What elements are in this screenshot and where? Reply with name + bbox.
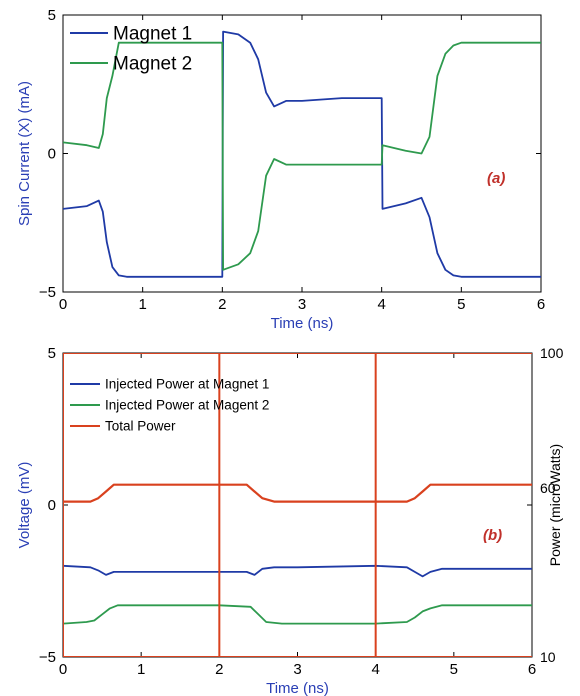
x-tick-label: 5 xyxy=(457,296,465,313)
series-line-injected-power-at-magent-2 xyxy=(63,604,532,625)
y-tick-label: 0 xyxy=(48,497,56,514)
y-tick-label: −5 xyxy=(39,649,56,666)
x-tick-label: 3 xyxy=(293,661,301,678)
legend-label: Magnet 2 xyxy=(113,54,192,75)
y-axis-right-label: Power (microWatts) xyxy=(547,444,563,566)
x-tick-label: 1 xyxy=(137,661,145,678)
x-axis-label: Time (ns) xyxy=(266,680,329,696)
series-line-total-power xyxy=(63,483,532,503)
legend-label: Injected Power at Magent 2 xyxy=(105,398,269,413)
plot-area xyxy=(63,30,541,278)
x-tick-label: 0 xyxy=(59,296,67,313)
legend-label: Magnet 1 xyxy=(113,24,192,45)
legend-label: Injected Power at Magnet 1 xyxy=(105,377,269,392)
x-tick-label: 2 xyxy=(215,661,223,678)
y-right-tick-label: 100 xyxy=(540,345,564,361)
plot-area xyxy=(63,353,532,657)
x-tick-label: 6 xyxy=(528,661,536,678)
y-right-tick-label: 60 xyxy=(540,480,556,496)
y-axis-label: Voltage (mV) xyxy=(16,462,33,549)
x-tick-label: 6 xyxy=(537,296,545,313)
panel-annotation: (b) xyxy=(483,527,502,544)
x-tick-label: 5 xyxy=(450,661,458,678)
x-tick-label: 0 xyxy=(59,661,67,678)
series-line-injected-power-at-magnet-1 xyxy=(63,564,532,578)
y-axis-label: Spin Current (X) (mA) xyxy=(16,81,33,226)
x-tick-label: 4 xyxy=(371,661,379,678)
y-tick-label: −5 xyxy=(39,284,56,301)
x-tick-label: 3 xyxy=(298,296,306,313)
x-axis-label: Time (ns) xyxy=(271,315,334,332)
y-tick-label: 0 xyxy=(48,146,56,163)
x-tick-label: 4 xyxy=(377,296,385,313)
y-tick-label: 5 xyxy=(48,345,56,362)
x-tick-label: 2 xyxy=(218,296,226,313)
panel-annotation: (a) xyxy=(487,170,505,187)
series-line-magnet-1 xyxy=(63,30,541,278)
series-line-magnet-2 xyxy=(63,41,541,271)
y-tick-label: 5 xyxy=(48,7,56,24)
legend-label: Total Power xyxy=(105,419,176,434)
y-right-tick-label: 10 xyxy=(540,649,556,665)
x-tick-label: 1 xyxy=(138,296,146,313)
